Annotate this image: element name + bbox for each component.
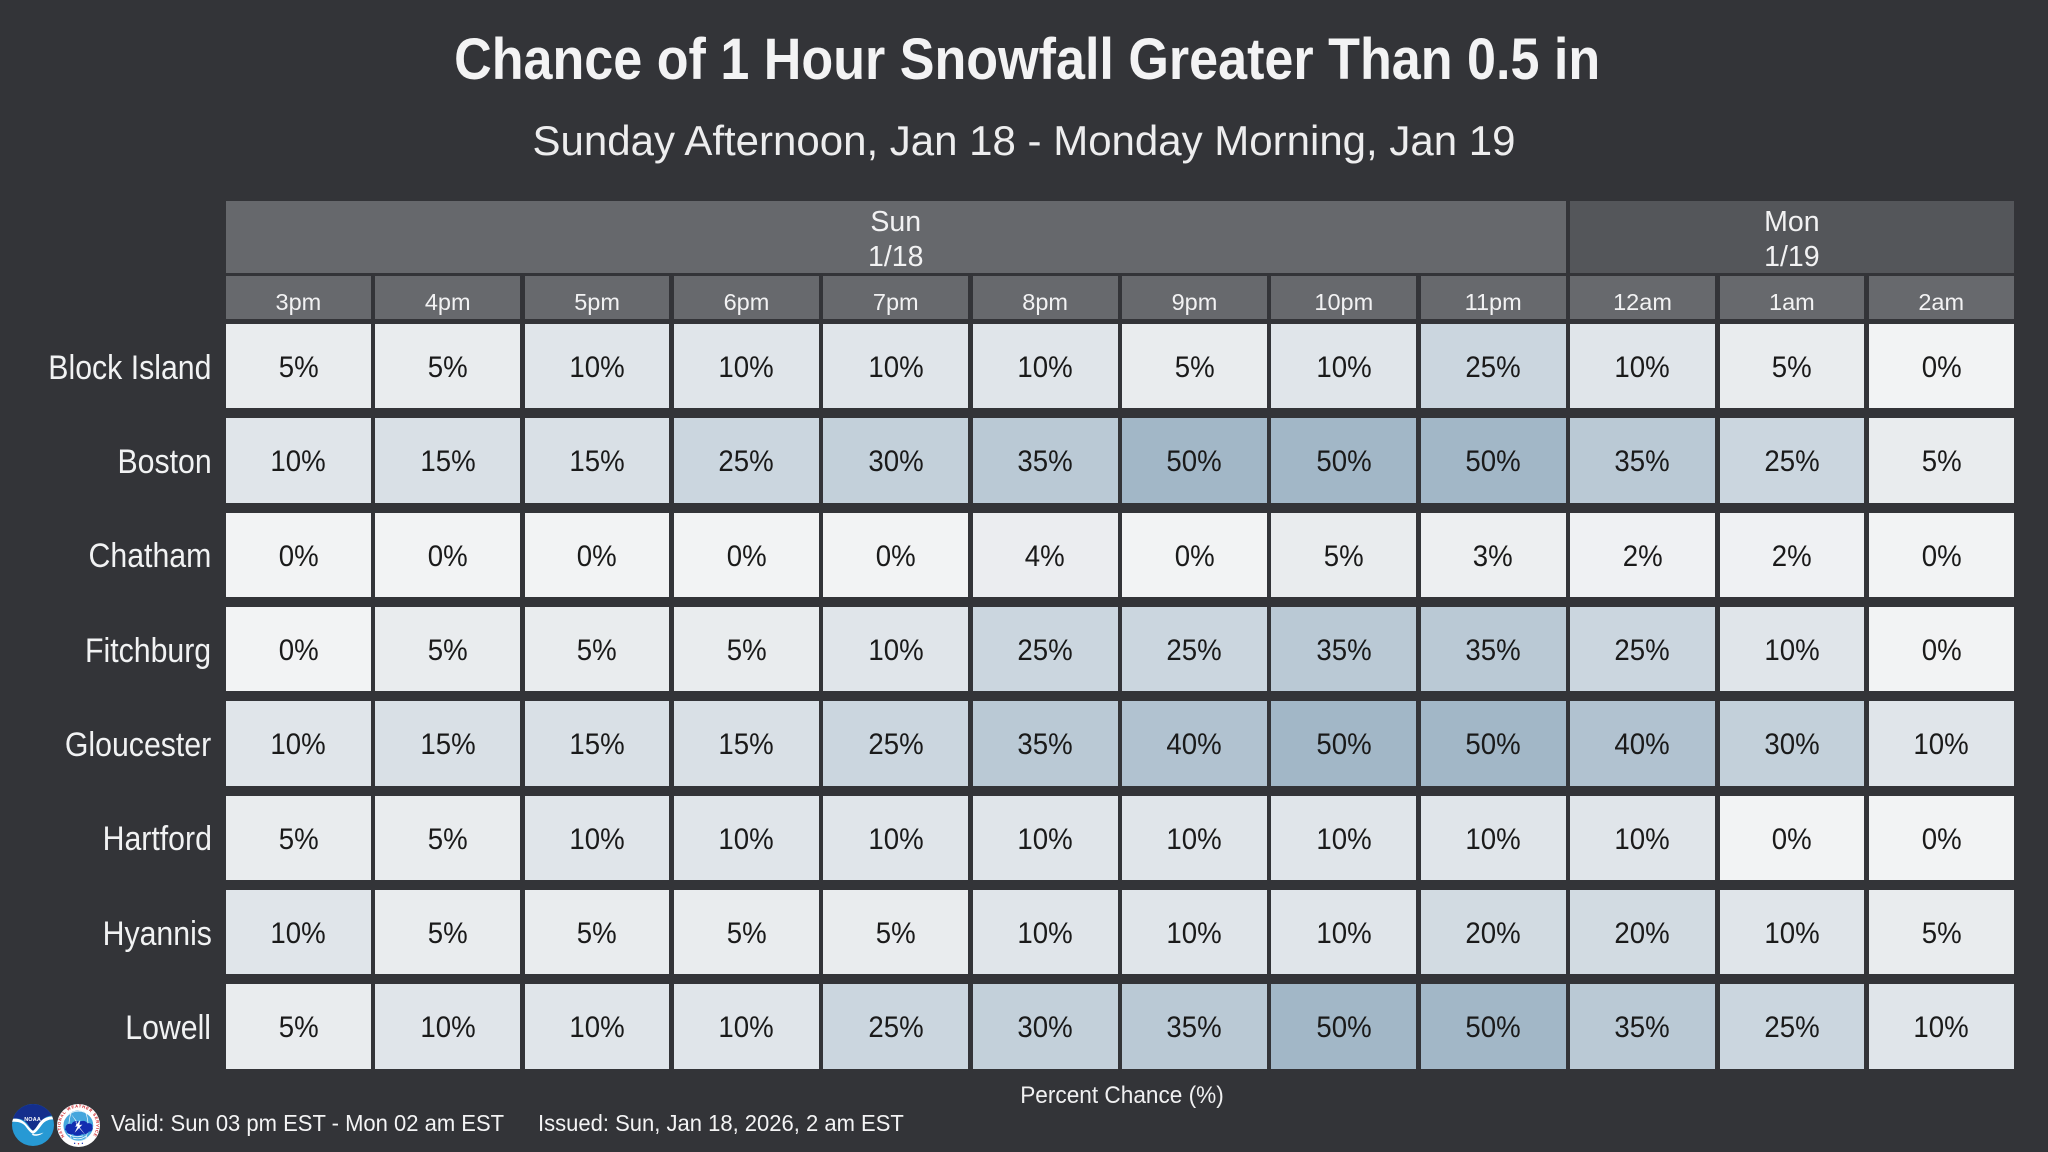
svg-text:NOAA: NOAA — [24, 1116, 41, 1122]
